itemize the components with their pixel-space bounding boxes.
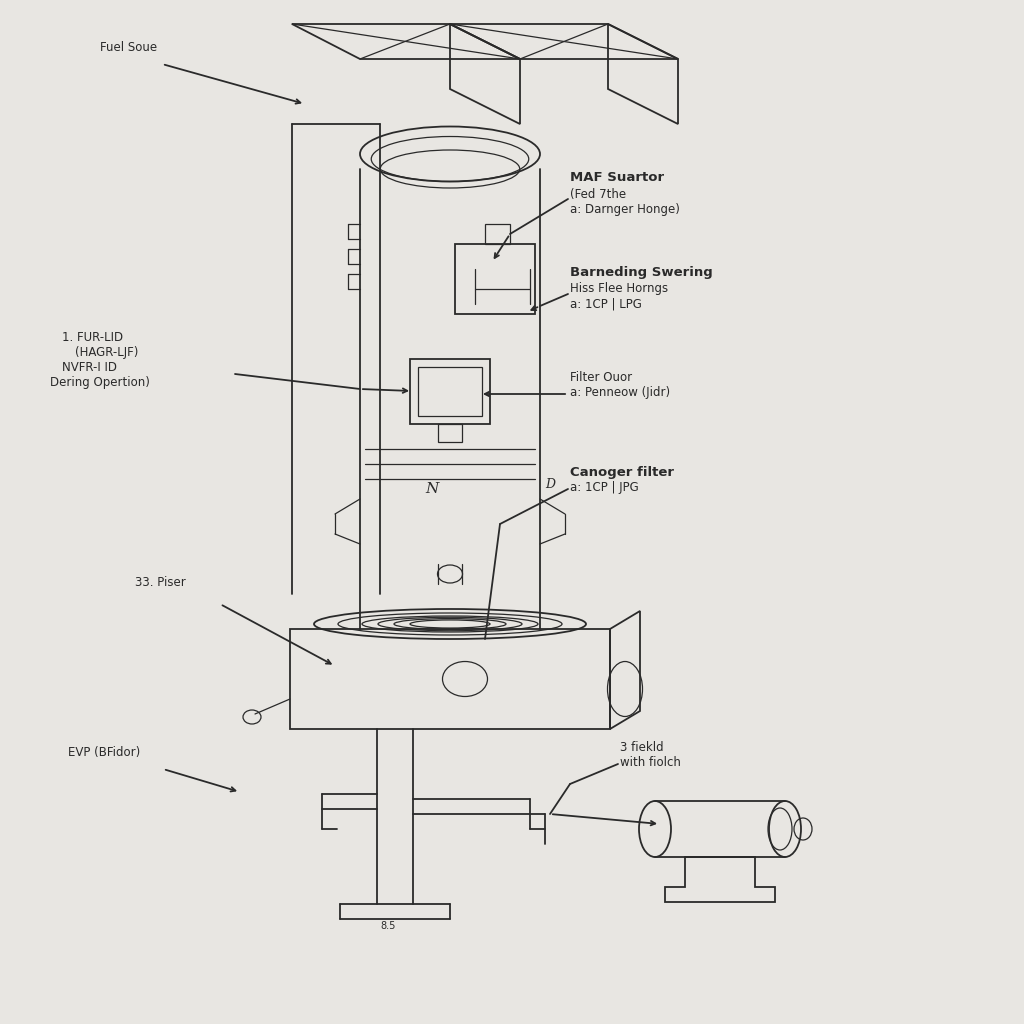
Text: MAF Suartor: MAF Suartor [570, 171, 665, 184]
Text: a: 1CP | JPG: a: 1CP | JPG [570, 481, 639, 494]
Text: Canoger filter: Canoger filter [570, 466, 674, 479]
Text: Dering Opertion): Dering Opertion) [50, 376, 150, 389]
Text: Fuel Soue: Fuel Soue [100, 41, 157, 54]
Text: with fiolch: with fiolch [620, 756, 681, 769]
Text: Hiss Flee Horngs: Hiss Flee Horngs [570, 282, 668, 295]
Text: (Fed 7the: (Fed 7the [570, 188, 626, 201]
Text: 8.5: 8.5 [380, 921, 395, 931]
Text: a: Darnger Honge): a: Darnger Honge) [570, 203, 680, 216]
Text: NVFR-I ID: NVFR-I ID [62, 361, 117, 374]
Text: (HAGR-LJF): (HAGR-LJF) [75, 346, 138, 359]
Text: D: D [545, 477, 555, 490]
Text: 33. Piser: 33. Piser [135, 575, 185, 589]
Text: Barneding Swering: Barneding Swering [570, 266, 713, 279]
Text: 3 fiekld: 3 fiekld [620, 741, 664, 754]
Text: a: Penneow (Jidr): a: Penneow (Jidr) [570, 386, 670, 399]
Text: 1. FUR-LID: 1. FUR-LID [62, 331, 123, 344]
Text: Filter Ouor: Filter Ouor [570, 371, 632, 384]
Text: EVP (BFidor): EVP (BFidor) [68, 746, 140, 759]
Text: N: N [425, 482, 438, 496]
Text: a: 1CP | LPG: a: 1CP | LPG [570, 297, 642, 310]
